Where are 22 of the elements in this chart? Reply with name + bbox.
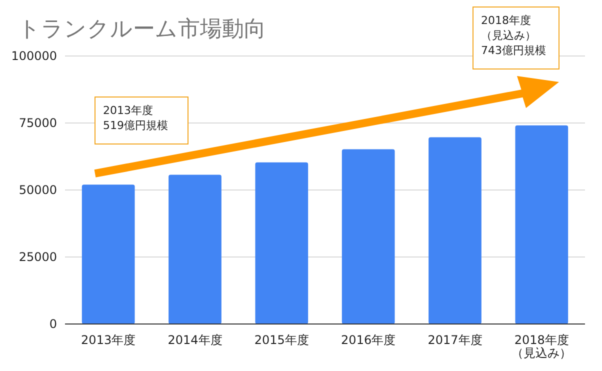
annotation: 2018年度（見込み）743億円規模 <box>481 14 546 57</box>
x-tick-label: 2014年度 <box>168 333 222 347</box>
x-tick-label: 2015年度 <box>254 333 309 347</box>
annotation-box: 2013年度519億円規模 <box>94 96 188 144</box>
annotation: 2013年度519億円規模 <box>103 104 168 132</box>
x-tick-label: 2018年度（見込み） <box>512 333 572 360</box>
x-tick-label: 2013年度 <box>81 333 136 347</box>
y-tick-label: 50000 <box>18 183 57 197</box>
y-tick-label: 0 <box>49 317 57 331</box>
annotation-box: 2018年度（見込み）743億円規模 <box>472 6 560 70</box>
x-tick-label: 2017年度 <box>428 333 482 347</box>
x-tick-label: 2016年度 <box>341 333 396 347</box>
bar <box>515 125 568 324</box>
y-tick-label: 75000 <box>18 116 57 130</box>
chart-title: トランクルーム市場動向 <box>18 17 266 42</box>
bar <box>342 149 395 324</box>
bar <box>255 162 308 324</box>
bar <box>82 184 135 324</box>
y-tick-label: 100000 <box>11 49 57 63</box>
bar <box>168 174 222 324</box>
y-tick-label: 25000 <box>18 250 57 264</box>
bar <box>428 137 482 324</box>
